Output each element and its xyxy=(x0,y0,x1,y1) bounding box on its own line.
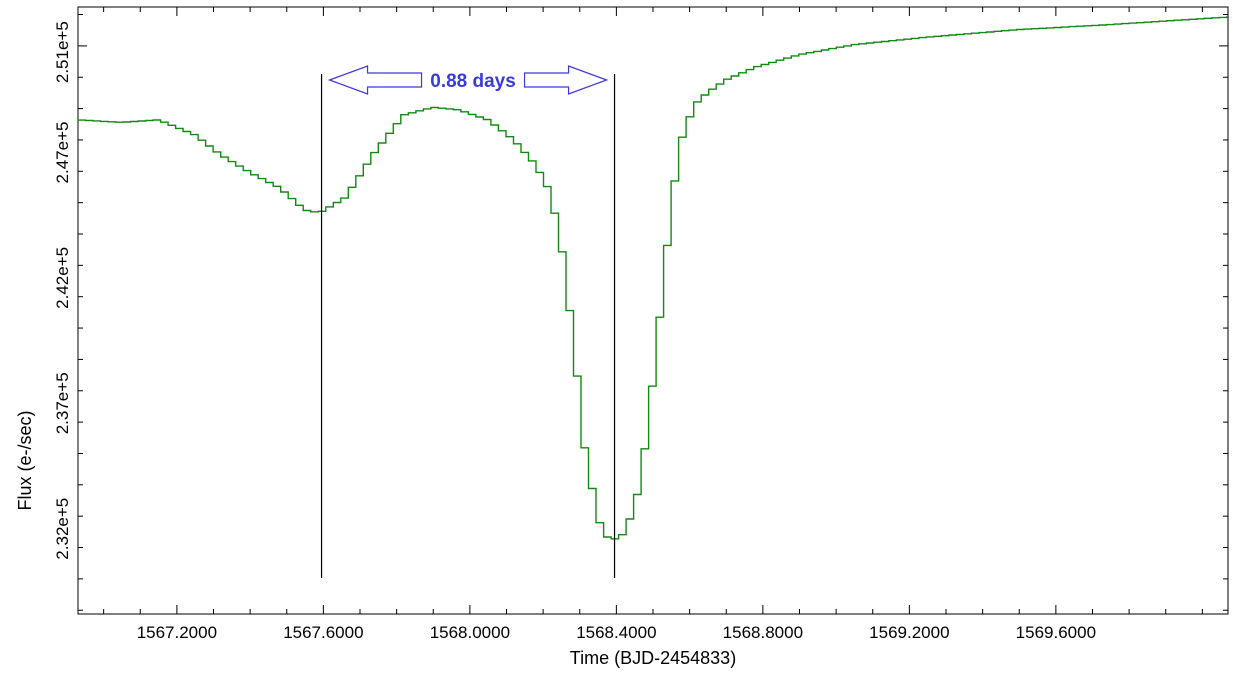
x-tick-label: 1567.6000 xyxy=(283,623,363,642)
left-arrow-icon xyxy=(327,65,423,95)
y-tick-label: 2.51e+5 xyxy=(53,21,72,83)
y-tick-label: 2.37e+5 xyxy=(53,372,72,434)
y-tick-label: 2.32e+5 xyxy=(53,498,72,560)
x-tick-label: 1568.8000 xyxy=(723,623,803,642)
x-tick-label: 1567.2000 xyxy=(137,623,217,642)
x-tick-label: 1569.6000 xyxy=(1016,623,1096,642)
right-arrow-icon xyxy=(523,65,609,95)
x-axis: 1567.2000 1567.6000 1568.0000 1568.4000 1568… xyxy=(103,7,1203,642)
x-tick-label: 1568.0000 xyxy=(430,623,510,642)
y-axis-title: Flux (e-/sec) xyxy=(15,410,35,510)
plot-frame xyxy=(77,6,1229,615)
plot-border xyxy=(77,6,1229,615)
y-axis: 2.32e+5 2.37e+5 2.42e+5 2.47e+5 2.51e+5 xyxy=(53,14,1228,611)
flux-series xyxy=(78,16,1228,540)
x-axis-title: Time (BJD-2454833) xyxy=(570,648,736,668)
flux-line xyxy=(78,16,1228,540)
vertical-markers xyxy=(320,74,616,578)
y-tick-label: 2.42e+5 xyxy=(53,247,72,309)
duration-annotation: 0.88 days xyxy=(327,65,609,95)
duration-label: 0.88 days xyxy=(430,71,516,92)
x-tick-label: 1569.2000 xyxy=(869,623,949,642)
x-tick-label: 1568.4000 xyxy=(576,623,656,642)
y-tick-label: 2.47e+5 xyxy=(53,122,72,184)
